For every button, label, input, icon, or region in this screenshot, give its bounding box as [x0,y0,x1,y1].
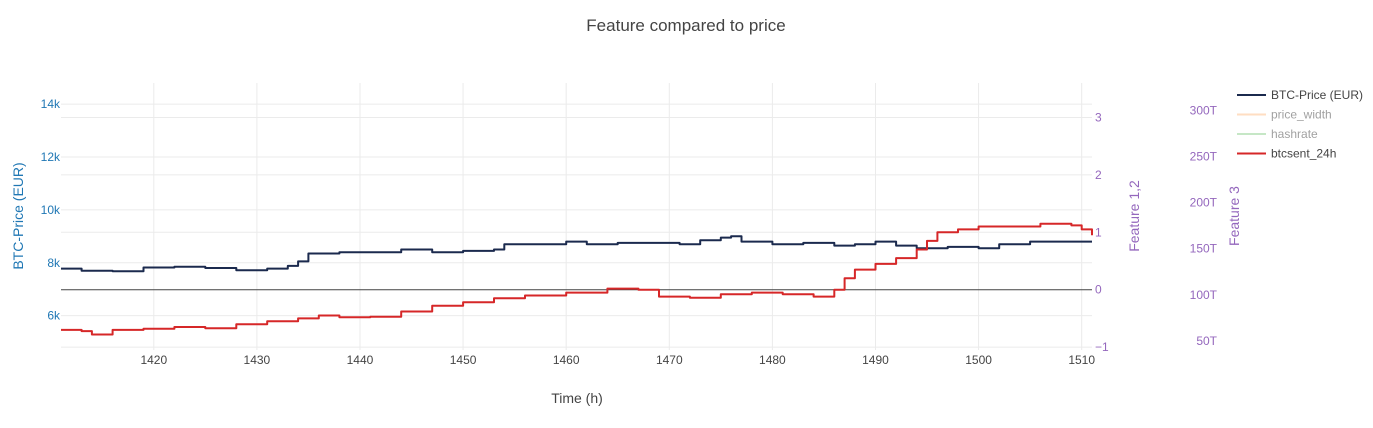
legend-item[interactable]: btcsent_24h [1237,147,1336,161]
y3-tick-label: 250T [1190,150,1218,164]
legend-item[interactable]: BTC-Price (EUR) [1237,88,1363,102]
x-axis-title: Time (h) [551,390,603,406]
y-axis-feature3: 50T 100T 150T 200T 250T 300T [1190,104,1218,348]
y3-tick-label: 100T [1190,288,1218,302]
series-line-btcsent-24h [61,222,1093,336]
grid-layer [61,83,1092,350]
legend-label: BTC-Price (EUR) [1271,88,1363,102]
chart-title: Feature compared to price [586,16,785,35]
legend-label: price_width [1271,108,1332,122]
y1-tick-label: 14k [41,97,61,111]
x-tick-label: 1480 [759,353,786,367]
legend-label: btcsent_24h [1271,147,1336,161]
y3-tick-label: 200T [1190,196,1218,210]
y1-tick-label: 10k [41,203,61,217]
y-axis-feature12: −1 0 1 2 3 [1095,110,1109,354]
x-tick-label: 1450 [450,353,477,367]
legend: BTC-Price (EUR) price_width hashrate btcsen… [1237,88,1363,161]
series-line-btc-price-eur- [61,235,1092,273]
y2-tick-label: 3 [1095,110,1102,124]
y1-tick-label: 8k [47,256,61,270]
x-axis: 1420 1430 1440 1450 1460 1470 1480 1490 1500 1510 [140,353,1095,367]
y3-tick-label: 300T [1190,104,1218,118]
y-axis-feature3-title: Feature 3 [1226,186,1242,246]
legend-item[interactable]: price_width [1237,108,1332,122]
x-tick-label: 1510 [1068,353,1095,367]
x-tick-label: 1500 [965,353,992,367]
legend-label: hashrate [1271,127,1318,141]
y-axis-feature12-title: Feature 1,2 [1126,180,1142,252]
y-axis-left: 6k 8k 10k 12k 14k [41,97,61,322]
x-tick-label: 1490 [862,353,889,367]
y2-tick-label: 2 [1095,168,1102,182]
y1-tick-label: 6k [47,309,61,323]
x-tick-label: 1420 [140,353,167,367]
y3-tick-label: 150T [1190,242,1218,256]
y3-tick-label: 50T [1196,334,1217,348]
x-tick-label: 1430 [244,353,271,367]
y2-tick-label: −1 [1095,340,1109,354]
legend-item[interactable]: hashrate [1237,127,1318,141]
y2-tick-label: 1 [1095,225,1102,239]
series-layer [61,222,1093,336]
y2-tick-label: 0 [1095,283,1102,297]
x-tick-label: 1470 [656,353,683,367]
x-tick-label: 1460 [553,353,580,367]
y1-tick-label: 12k [41,150,61,164]
y-axis-left-title: BTC-Price (EUR) [10,162,26,269]
x-tick-label: 1440 [347,353,374,367]
